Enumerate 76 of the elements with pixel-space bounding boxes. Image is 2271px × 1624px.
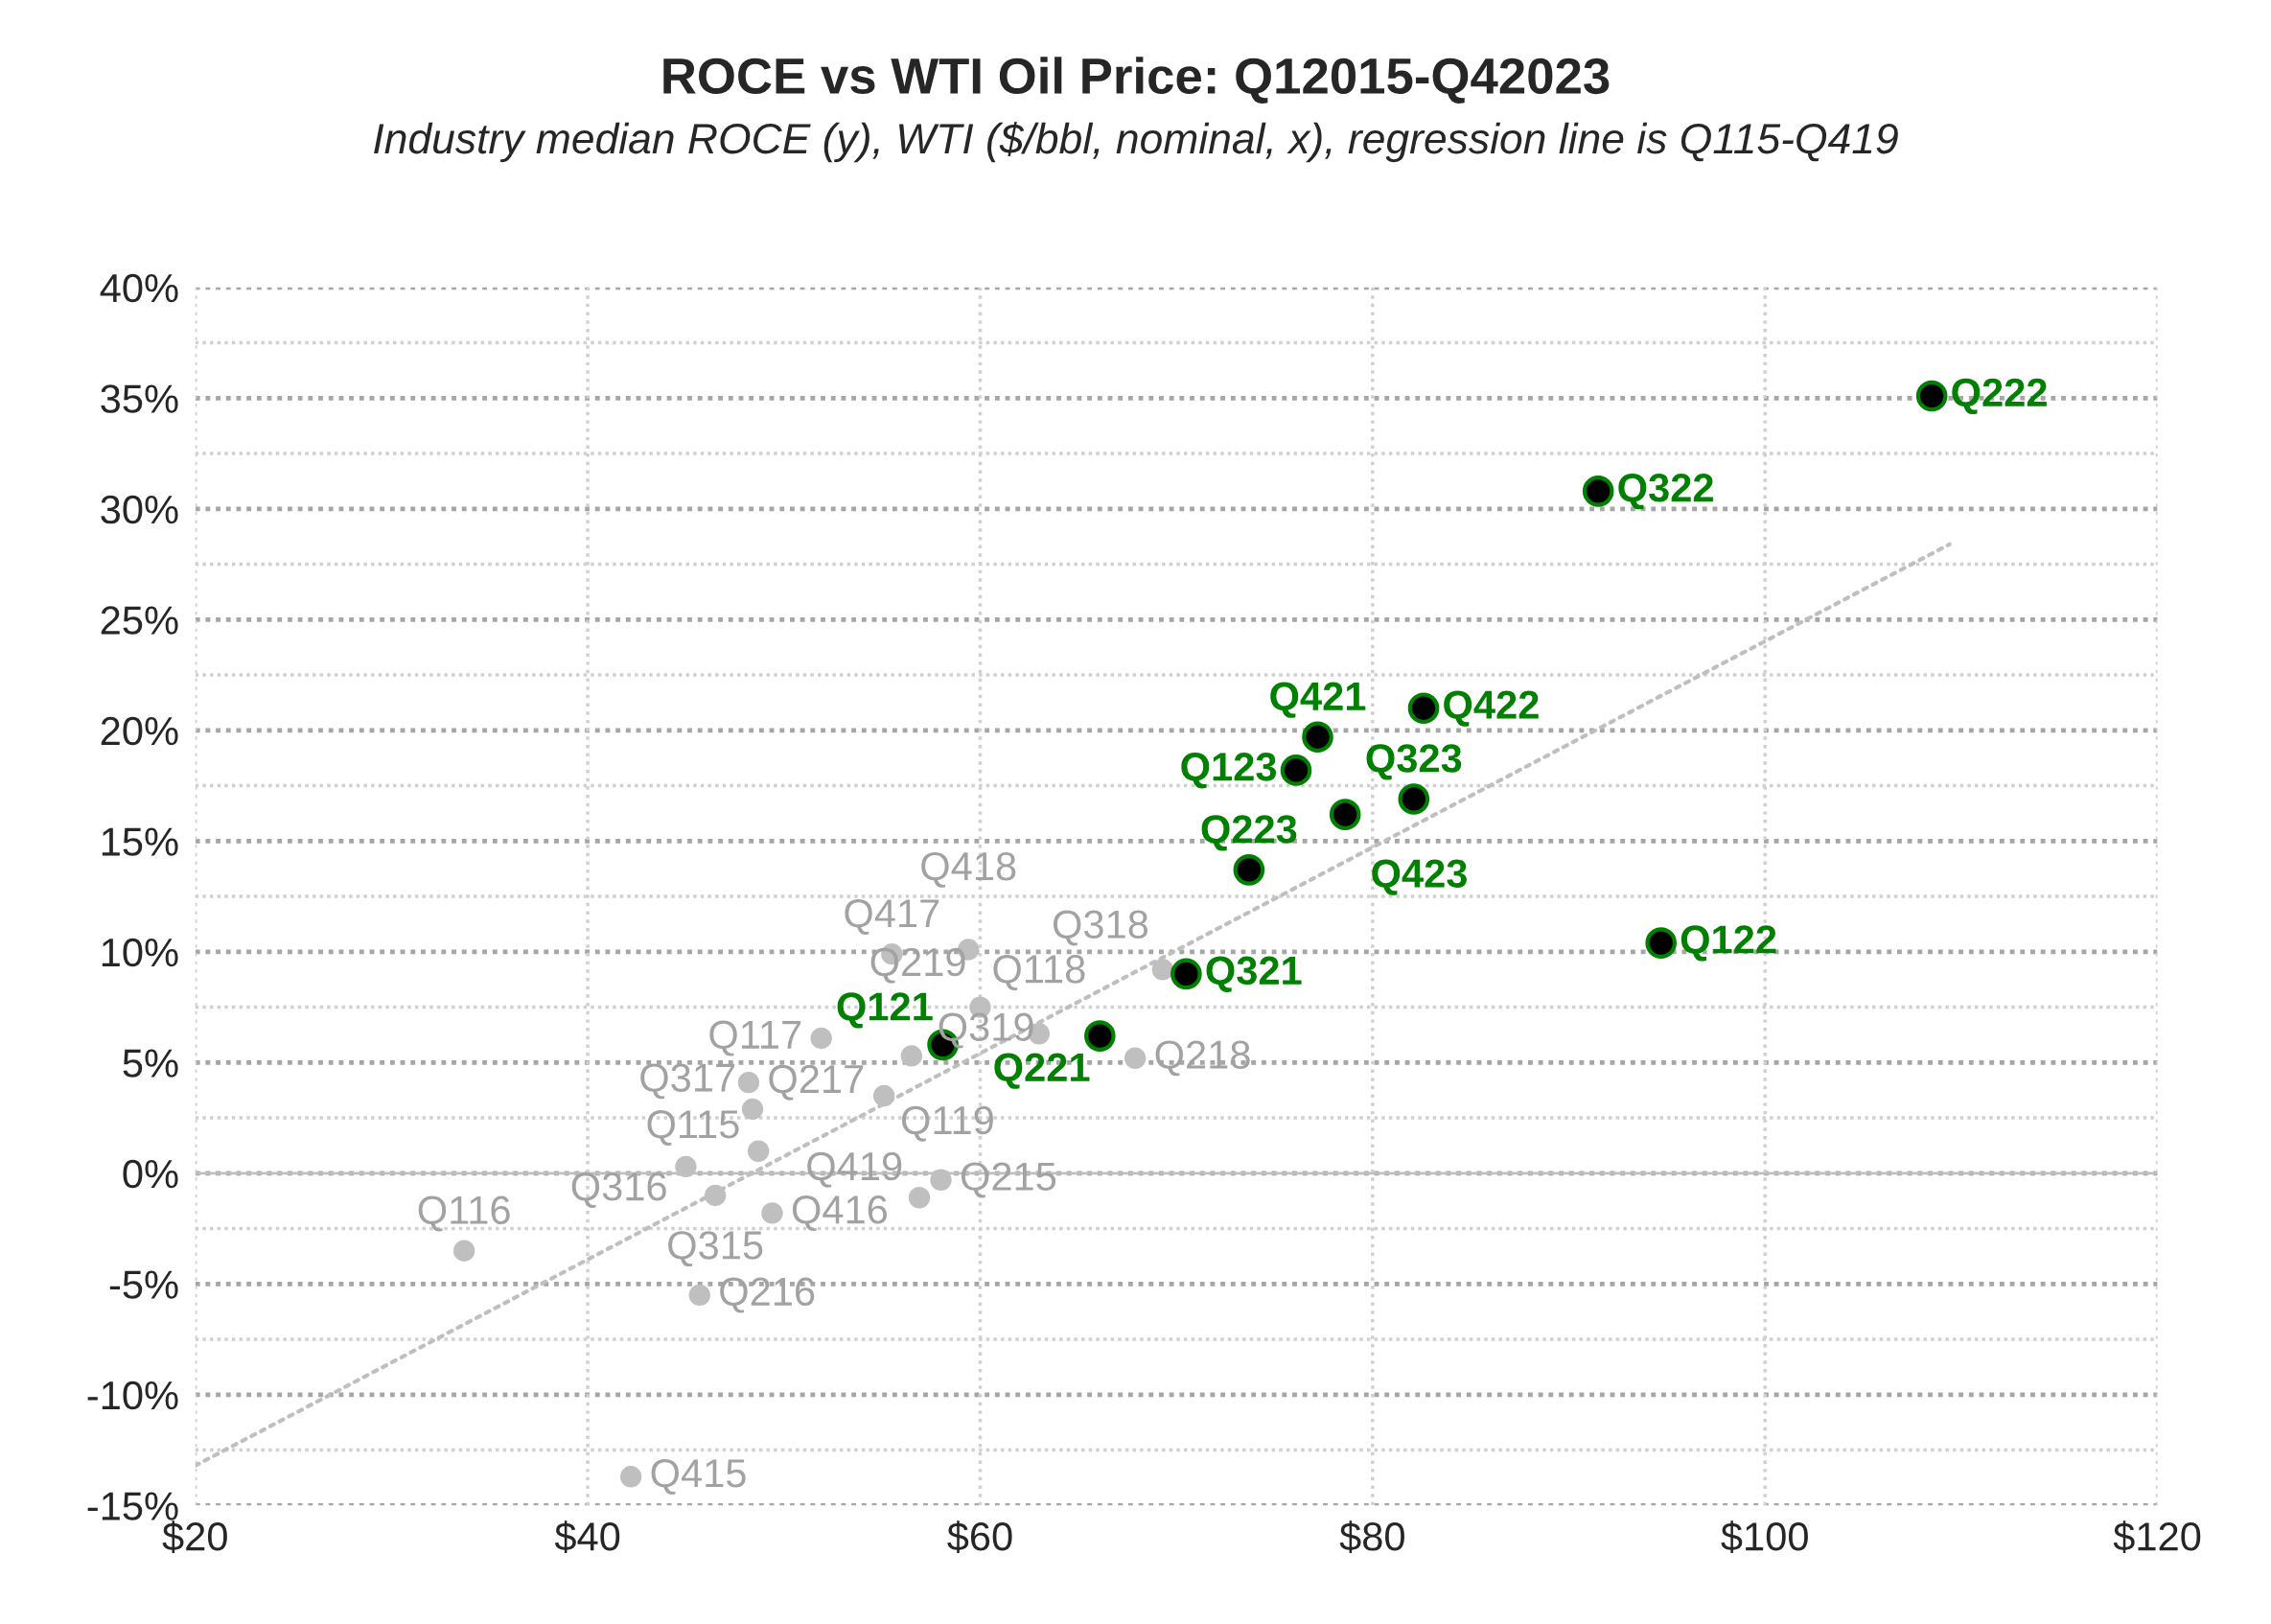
data-label: Q315 <box>668 1231 763 1267</box>
point <box>1083 1020 1116 1052</box>
point <box>872 1084 895 1107</box>
y-tick-label: 25% <box>101 606 178 635</box>
data-label: Q422 <box>1444 690 1539 727</box>
data-label: Q316 <box>571 1172 666 1209</box>
y-tick-label: 15% <box>102 827 178 856</box>
point <box>900 1045 923 1067</box>
point <box>1302 721 1333 754</box>
data-label: Q221 <box>994 1053 1090 1089</box>
y-tick-label: -10% <box>87 1380 178 1410</box>
point <box>737 1071 760 1094</box>
point <box>1645 927 1678 959</box>
chart-title: ROCE vs WTI Oil Price: Q12015-Q42023 <box>663 57 1610 104</box>
x-tick-label: $80 <box>1339 1520 1404 1554</box>
point <box>810 1027 832 1050</box>
y-tick-label: 5% <box>123 1049 178 1078</box>
data-label: Q415 <box>651 1458 746 1495</box>
data-label: Q423 <box>1372 859 1467 895</box>
data-label: Q321 <box>1206 956 1302 992</box>
point <box>1124 1047 1147 1069</box>
point <box>741 1098 764 1121</box>
data-label: Q123 <box>1181 753 1277 789</box>
data-label: Q217 <box>769 1064 864 1101</box>
point <box>747 1140 770 1162</box>
x-tick-label: $40 <box>554 1520 620 1554</box>
data-label: Q416 <box>792 1195 888 1232</box>
point <box>704 1184 727 1207</box>
data-label: Q417 <box>845 898 939 935</box>
y-tick-label: 20% <box>101 716 178 746</box>
point <box>1407 692 1440 725</box>
point <box>930 1169 952 1191</box>
y-tick-label: 10% <box>102 938 178 967</box>
point <box>908 1187 931 1209</box>
data-label: Q322 <box>1618 474 1713 510</box>
data-label: Q318 <box>1053 910 1148 946</box>
point <box>675 1155 697 1178</box>
point <box>619 1466 642 1488</box>
y-tick-label: -15% <box>87 1492 178 1520</box>
point <box>1280 754 1312 786</box>
y-tick-label: 35% <box>101 384 178 413</box>
point <box>452 1240 475 1262</box>
data-label: Q317 <box>640 1063 735 1100</box>
x-tick-label: $60 <box>947 1520 1012 1554</box>
y-tick-label: -5% <box>109 1270 178 1299</box>
x-tick-label: $100 <box>1721 1520 1808 1554</box>
data-label: Q122 <box>1680 925 1776 962</box>
point <box>1915 380 1948 412</box>
point <box>688 1284 710 1307</box>
x-tick-label: $20 <box>162 1520 227 1554</box>
x-tick-label: $120 <box>2113 1520 2201 1554</box>
y-tick-label: 30% <box>101 495 178 524</box>
data-label: Q222 <box>1952 378 2047 414</box>
data-label: Q119 <box>901 1105 993 1142</box>
point <box>1398 783 1430 815</box>
data-label: Q216 <box>720 1277 815 1313</box>
point <box>1329 799 1361 830</box>
y-tick-label: 0% <box>123 1159 178 1189</box>
chart-subtitle: Industry median ROCE (y), WTI ($/bbl, nominal, x), regression line is Q115-Q419 <box>374 122 1898 163</box>
y-tick-label: 40% <box>100 273 178 303</box>
point <box>1233 854 1265 886</box>
point <box>1170 958 1202 990</box>
point <box>1151 959 1174 981</box>
data-label: Q117 <box>709 1020 801 1056</box>
data-label: Q223 <box>1201 815 1297 851</box>
data-label: Q116 <box>418 1195 510 1232</box>
point <box>761 1202 783 1224</box>
data-label: Q323 <box>1366 744 1462 780</box>
data-label: Q115 <box>647 1109 739 1146</box>
data-label: Q121 <box>837 992 933 1029</box>
point <box>1582 476 1614 507</box>
data-label: Q218 <box>1155 1040 1250 1077</box>
data-label: Q421 <box>1270 682 1366 718</box>
data-label: Q418 <box>921 851 1016 888</box>
data-label: Q219 <box>870 947 965 984</box>
data-label: Q118 <box>993 955 1085 991</box>
